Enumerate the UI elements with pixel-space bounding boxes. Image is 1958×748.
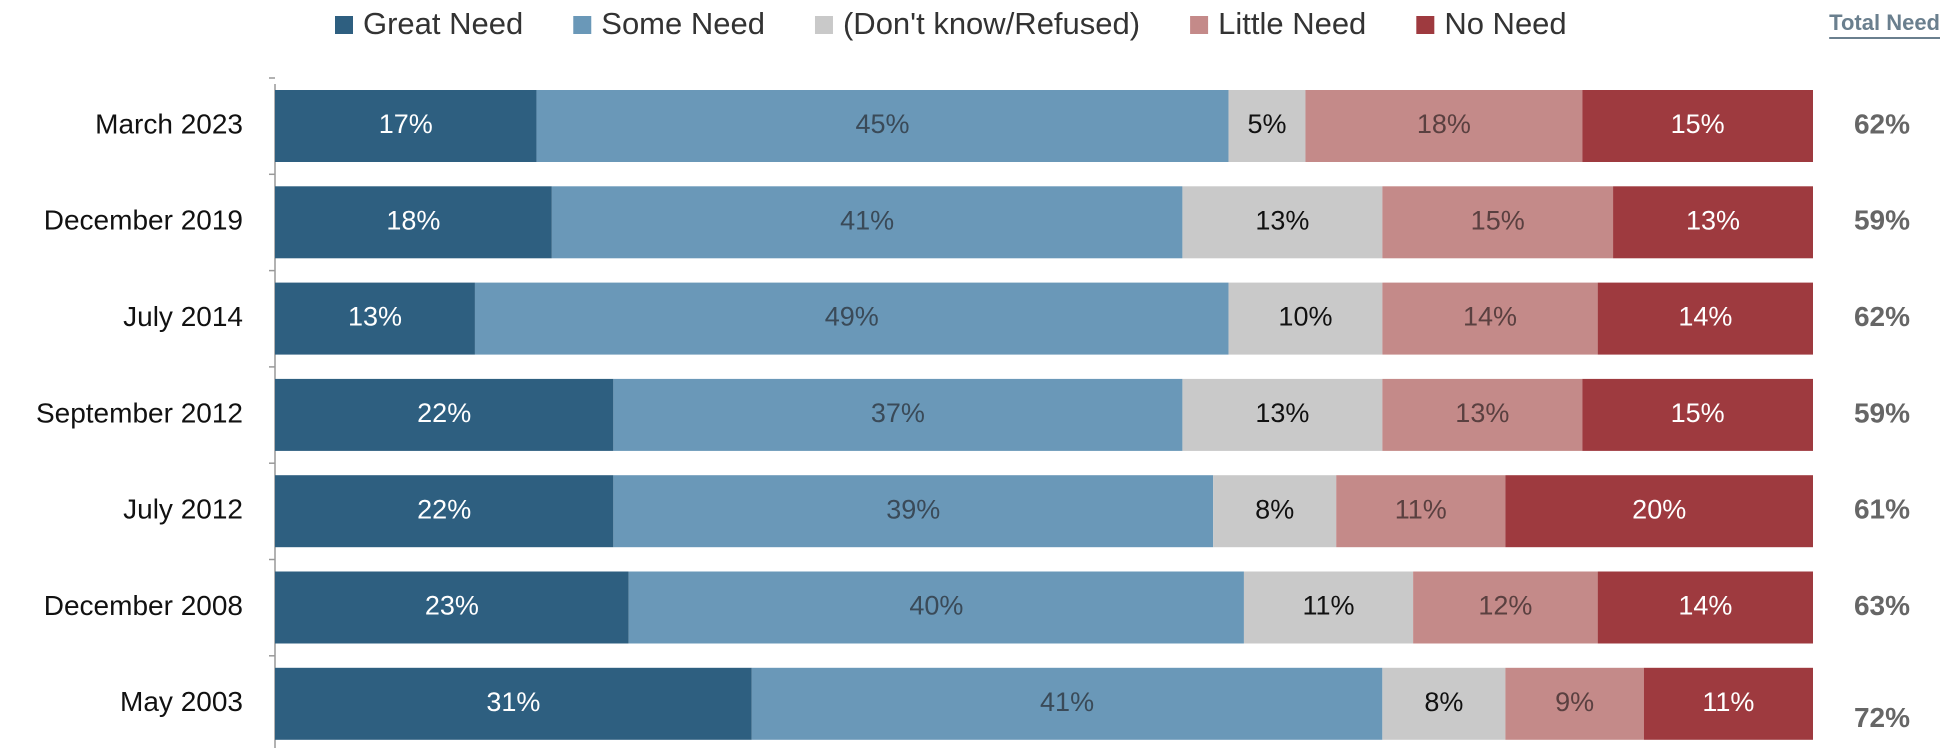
- value-label: 40%: [909, 591, 963, 621]
- value-label: 37%: [871, 398, 925, 428]
- legend-label: Great Need: [363, 6, 523, 41]
- value-label: 11%: [1702, 687, 1754, 717]
- total-label: 63%: [1854, 590, 1910, 621]
- value-label: 12%: [1478, 591, 1532, 621]
- y-tick-label: March 2023: [95, 108, 243, 139]
- value-label: 41%: [840, 205, 894, 235]
- value-label: 13%: [1255, 205, 1309, 235]
- bar-segment: [275, 475, 614, 548]
- bar-segment: [474, 282, 1229, 355]
- value-label: 13%: [348, 302, 402, 332]
- bar-segment: [1336, 475, 1506, 548]
- bar-segment: [1228, 90, 1306, 162]
- legend-swatch: [335, 16, 353, 34]
- value-label: 10%: [1278, 302, 1332, 332]
- value-label: 14%: [1678, 302, 1732, 332]
- bar-segment: [1382, 667, 1506, 740]
- legend-swatch: [573, 16, 592, 34]
- value-label: 22%: [417, 398, 471, 428]
- legend-swatch: [814, 16, 833, 34]
- value-label: 15%: [1471, 205, 1525, 235]
- value-label: 13%: [1686, 205, 1740, 235]
- bar-segment: [275, 282, 475, 355]
- bar-segment: [1382, 282, 1598, 355]
- total-label: 59%: [1854, 397, 1910, 428]
- y-tick-label: September 2012: [36, 397, 243, 428]
- value-label: 49%: [825, 302, 879, 332]
- value-label: 14%: [1463, 302, 1517, 332]
- legend-label: No Need: [1444, 6, 1566, 41]
- y-tick-label: May 2003: [120, 686, 243, 717]
- y-tick-label: July 2012: [123, 494, 243, 525]
- legend-label: Little Need: [1218, 6, 1366, 41]
- bar-segment: [1597, 282, 1813, 355]
- total-label: 62%: [1854, 301, 1910, 332]
- legend-label: Some Need: [601, 6, 765, 41]
- value-label: 41%: [1040, 687, 1094, 717]
- bar-segment: [275, 571, 629, 644]
- legend-swatch: [1190, 16, 1209, 34]
- total-label: 62%: [1854, 108, 1910, 139]
- bar-segment: [551, 186, 1183, 259]
- y-tick-label: December 2008: [44, 590, 243, 621]
- value-label: 9%: [1555, 687, 1594, 717]
- bar-segment: [1643, 667, 1813, 740]
- total-label: 61%: [1854, 494, 1910, 525]
- value-label: 18%: [386, 205, 440, 235]
- total-label: 59%: [1854, 205, 1910, 236]
- value-label: 8%: [1255, 494, 1294, 524]
- value-label: 18%: [1417, 109, 1471, 139]
- value-label: 22%: [417, 494, 471, 524]
- legend-swatch: [1416, 16, 1435, 34]
- bar-segment: [1613, 186, 1813, 259]
- value-label: 45%: [855, 109, 909, 139]
- value-label: 39%: [886, 494, 940, 524]
- value-label: 17%: [379, 109, 433, 139]
- bar-segment: [536, 90, 1229, 162]
- bar-segment: [1213, 475, 1337, 548]
- value-label: 5%: [1247, 109, 1286, 139]
- bar-segment: [275, 667, 752, 740]
- value-label: 15%: [1671, 398, 1725, 428]
- bar-segment: [628, 571, 1244, 644]
- value-label: 13%: [1455, 398, 1509, 428]
- bar-segment: [1305, 90, 1583, 162]
- bar-segment: [275, 186, 552, 259]
- legend-label: (Don't know/Refused): [843, 6, 1140, 41]
- value-label: 11%: [1395, 494, 1447, 524]
- bar-segment: [1582, 90, 1813, 162]
- value-label: 23%: [425, 591, 479, 621]
- bar-segment: [275, 90, 537, 162]
- totals-header: Total Need: [1829, 10, 1940, 35]
- bar-segment: [1505, 667, 1644, 740]
- bar-segment: [1505, 475, 1813, 548]
- value-label: 8%: [1424, 687, 1463, 717]
- bar-segment: [1382, 186, 1614, 259]
- bar-segment: [1182, 378, 1383, 451]
- value-label: 14%: [1678, 591, 1732, 621]
- total-label: 72%: [1854, 702, 1910, 733]
- value-label: 15%: [1671, 109, 1725, 139]
- bar-segment: [1228, 282, 1383, 355]
- bar-segment: [1182, 186, 1383, 259]
- value-label: 31%: [486, 687, 540, 717]
- bar-segment: [1597, 571, 1813, 644]
- bar-segment: [751, 667, 1383, 740]
- y-tick-label: July 2014: [123, 301, 243, 332]
- bar-segment: [1582, 378, 1813, 451]
- bar-segment: [613, 378, 1183, 451]
- bar-segment: [1382, 378, 1583, 451]
- bar-segment: [1413, 571, 1598, 644]
- y-tick-label: December 2019: [44, 205, 243, 236]
- bar-segment: [1243, 571, 1414, 644]
- value-label: 13%: [1255, 398, 1309, 428]
- value-label: 20%: [1632, 494, 1686, 524]
- value-label: 11%: [1303, 591, 1355, 621]
- bar-segment: [275, 378, 614, 451]
- bar-segment: [613, 475, 1214, 548]
